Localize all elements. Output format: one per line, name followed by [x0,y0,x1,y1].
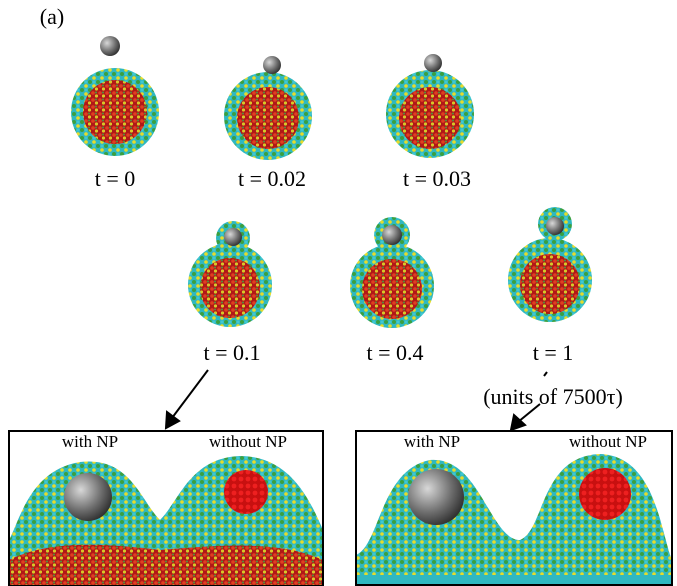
vesicle [350,217,434,328]
time-label: t = 1 [533,340,574,365]
vesicle [508,207,592,322]
vesicle [71,36,159,156]
zoom-label: with NP [62,432,118,451]
time-label: t = 0.03 [403,166,471,191]
time-label: t = 0 [95,166,136,191]
time-label: t = 0.4 [366,340,423,365]
figure: (a) t = 0 t = 0.02 t = 0.03 t = 0.1 t = … [0,0,677,586]
vesicle [224,56,312,160]
zoom-panel [9,431,323,586]
zoom-label: without NP [209,432,287,451]
time-label: t = 0.02 [238,166,306,191]
panel-label: (a) [40,4,64,29]
units-note: (units of 7500τ) [483,384,623,409]
vesicle [386,54,474,158]
vesicle [188,221,272,327]
zoom-panel [356,431,672,586]
arrow [166,370,208,428]
zoom-label: with NP [404,432,460,451]
time-label: t = 0.1 [203,340,260,365]
zoom-label: without NP [569,432,647,451]
